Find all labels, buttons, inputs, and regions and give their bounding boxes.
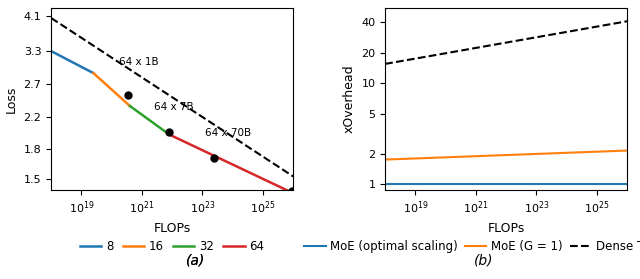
MoE (G = 1) bbox=[623, 149, 631, 152]
MoE (optimal scaling) bbox=[381, 182, 389, 186]
Dense Transformer bbox=[529, 36, 537, 39]
Line: MoE (G = 1): MoE (G = 1) bbox=[385, 151, 627, 160]
X-axis label: FLOPs: FLOPs bbox=[488, 222, 525, 235]
Text: 64 x 7B: 64 x 7B bbox=[154, 102, 194, 112]
Text: 64 x 70B: 64 x 70B bbox=[205, 128, 252, 138]
MoE (G = 1) bbox=[601, 150, 609, 153]
X-axis label: FLOPs: FLOPs bbox=[154, 222, 191, 235]
Dense Transformer bbox=[623, 20, 631, 23]
Dense Transformer bbox=[382, 62, 390, 66]
Text: 64 x 1T: 64 x 1T bbox=[0, 278, 1, 279]
Dense Transformer bbox=[586, 26, 593, 30]
MoE (G = 1) bbox=[525, 153, 532, 156]
Dense Transformer bbox=[381, 62, 389, 66]
Text: 64 x 1B: 64 x 1B bbox=[119, 57, 159, 67]
MoE (G = 1) bbox=[381, 158, 389, 161]
MoE (optimal scaling) bbox=[525, 182, 533, 186]
Legend: 8, 16, 32, 64: 8, 16, 32, 64 bbox=[76, 235, 269, 258]
MoE (optimal scaling) bbox=[623, 182, 631, 186]
Y-axis label: xOverhead: xOverhead bbox=[343, 65, 356, 133]
Legend: MoE (optimal scaling), MoE (G = 1), Dense Transformer: MoE (optimal scaling), MoE (G = 1), Dens… bbox=[300, 235, 640, 258]
MoE (optimal scaling) bbox=[586, 182, 593, 186]
Text: (a): (a) bbox=[186, 254, 205, 268]
MoE (G = 1) bbox=[529, 152, 537, 156]
Dense Transformer bbox=[525, 37, 533, 40]
Text: (a): (a) bbox=[186, 254, 205, 268]
MoE (optimal scaling) bbox=[382, 182, 390, 186]
MoE (G = 1) bbox=[586, 150, 593, 154]
MoE (G = 1) bbox=[525, 153, 533, 156]
Dense Transformer bbox=[601, 23, 609, 27]
Line: Dense Transformer: Dense Transformer bbox=[385, 21, 627, 64]
MoE (G = 1) bbox=[382, 158, 390, 161]
MoE (optimal scaling) bbox=[601, 182, 609, 186]
Dense Transformer bbox=[525, 37, 532, 40]
MoE (optimal scaling) bbox=[529, 182, 537, 186]
Y-axis label: Loss: Loss bbox=[5, 85, 18, 113]
MoE (optimal scaling) bbox=[525, 182, 532, 186]
Text: (b): (b) bbox=[474, 254, 493, 268]
